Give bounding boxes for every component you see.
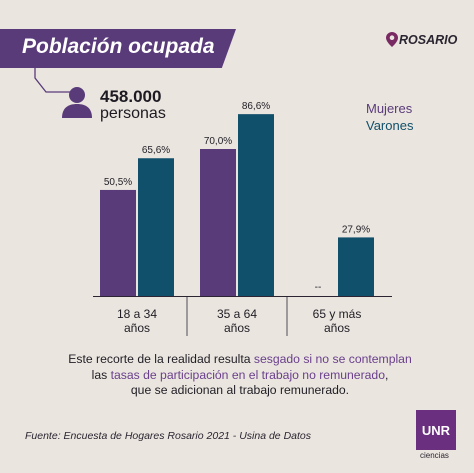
- person-icon: [62, 87, 92, 118]
- logo-text: UNR: [421, 422, 451, 438]
- data-label-mujeres-3: --: [315, 282, 322, 293]
- logo-subtext: ciencias: [420, 451, 449, 460]
- note-part3: ,: [384, 367, 389, 382]
- headcount-value: 458.000: [100, 87, 162, 106]
- headcount: 458.000 personas: [100, 88, 166, 123]
- bar-mujeres-2: [200, 149, 236, 296]
- note-part2: las: [91, 367, 111, 382]
- x-tick-label-3-line2: años: [324, 321, 350, 335]
- title-banner: Población ocupada: [0, 29, 236, 68]
- source: Fuente: Encuesta de Hogares Rosario 2021…: [25, 430, 311, 442]
- note: Este recorte de la realidad resulta sesg…: [40, 352, 440, 399]
- brand-name: ROSARIO: [399, 32, 458, 47]
- x-tick-label-1-line2: años: [124, 321, 150, 335]
- data-label-varones-2: 86,6%: [242, 101, 270, 112]
- brand: ROSARIO: [386, 32, 457, 47]
- note-part4: que se adicionan al trabajo remunerado.: [130, 383, 350, 397]
- note-highlight1: sesgado si no se contemplan: [253, 352, 412, 366]
- legend-varones: Varones: [366, 118, 414, 133]
- data-label-mujeres-1: 50,5%: [104, 177, 132, 188]
- page-title: Población ocupada: [22, 35, 215, 58]
- bar-mujeres-1: [100, 189, 136, 296]
- legend-mujeres: Mujeres: [366, 101, 413, 116]
- x-tick-label-2-line2: años: [224, 321, 250, 335]
- bar-varones-1: [138, 158, 174, 296]
- legend: Mujeres Varones: [366, 100, 413, 134]
- x-tick-label-3-line1: 65 y más: [313, 307, 362, 321]
- note-highlight2: tasas de participación en el trabajo no …: [110, 367, 385, 382]
- unr-logo: UNR: [416, 410, 456, 450]
- data-label-varones-3: 27,9%: [342, 224, 370, 235]
- headcount-unit: personas: [100, 104, 166, 122]
- data-label-mujeres-2: 70,0%: [204, 136, 232, 147]
- map-pin-icon: [386, 32, 398, 47]
- x-tick-label-1-line1: 18 a 34: [117, 307, 157, 321]
- bar-varones-3: [338, 237, 374, 296]
- x-tick-label-2-line1: 35 a 64: [217, 307, 257, 321]
- callout-line: [34, 67, 70, 93]
- data-label-varones-1: 65,6%: [142, 145, 170, 156]
- bar-varones-2: [238, 114, 274, 296]
- note-part1: Este recorte de la realidad resulta: [68, 352, 254, 366]
